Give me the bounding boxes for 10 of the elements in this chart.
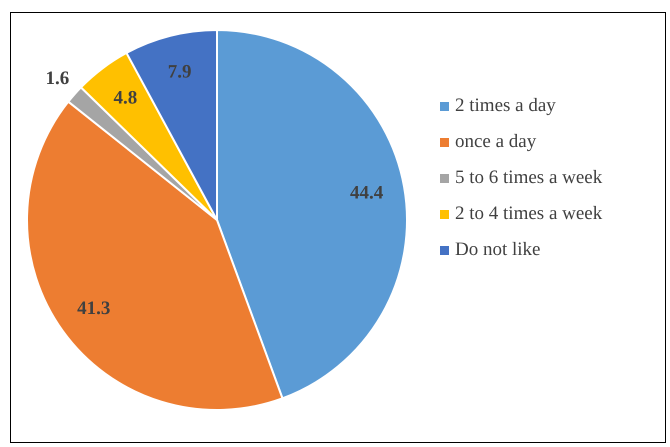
legend-label: 2 times a day — [455, 95, 556, 117]
data-label: 7.9 — [168, 62, 192, 83]
data-label: 44.4 — [350, 182, 384, 204]
legend-label: once a day — [455, 131, 536, 153]
legend-label: 5 to 6 times a week — [455, 167, 602, 189]
legend-label: 2 to 4 times a week — [455, 203, 602, 225]
data-label: 41.3 — [77, 298, 110, 319]
data-label: 1.6 — [46, 68, 70, 90]
data-label: 4.8 — [113, 88, 138, 109]
legend-label: Do not like — [455, 239, 540, 261]
